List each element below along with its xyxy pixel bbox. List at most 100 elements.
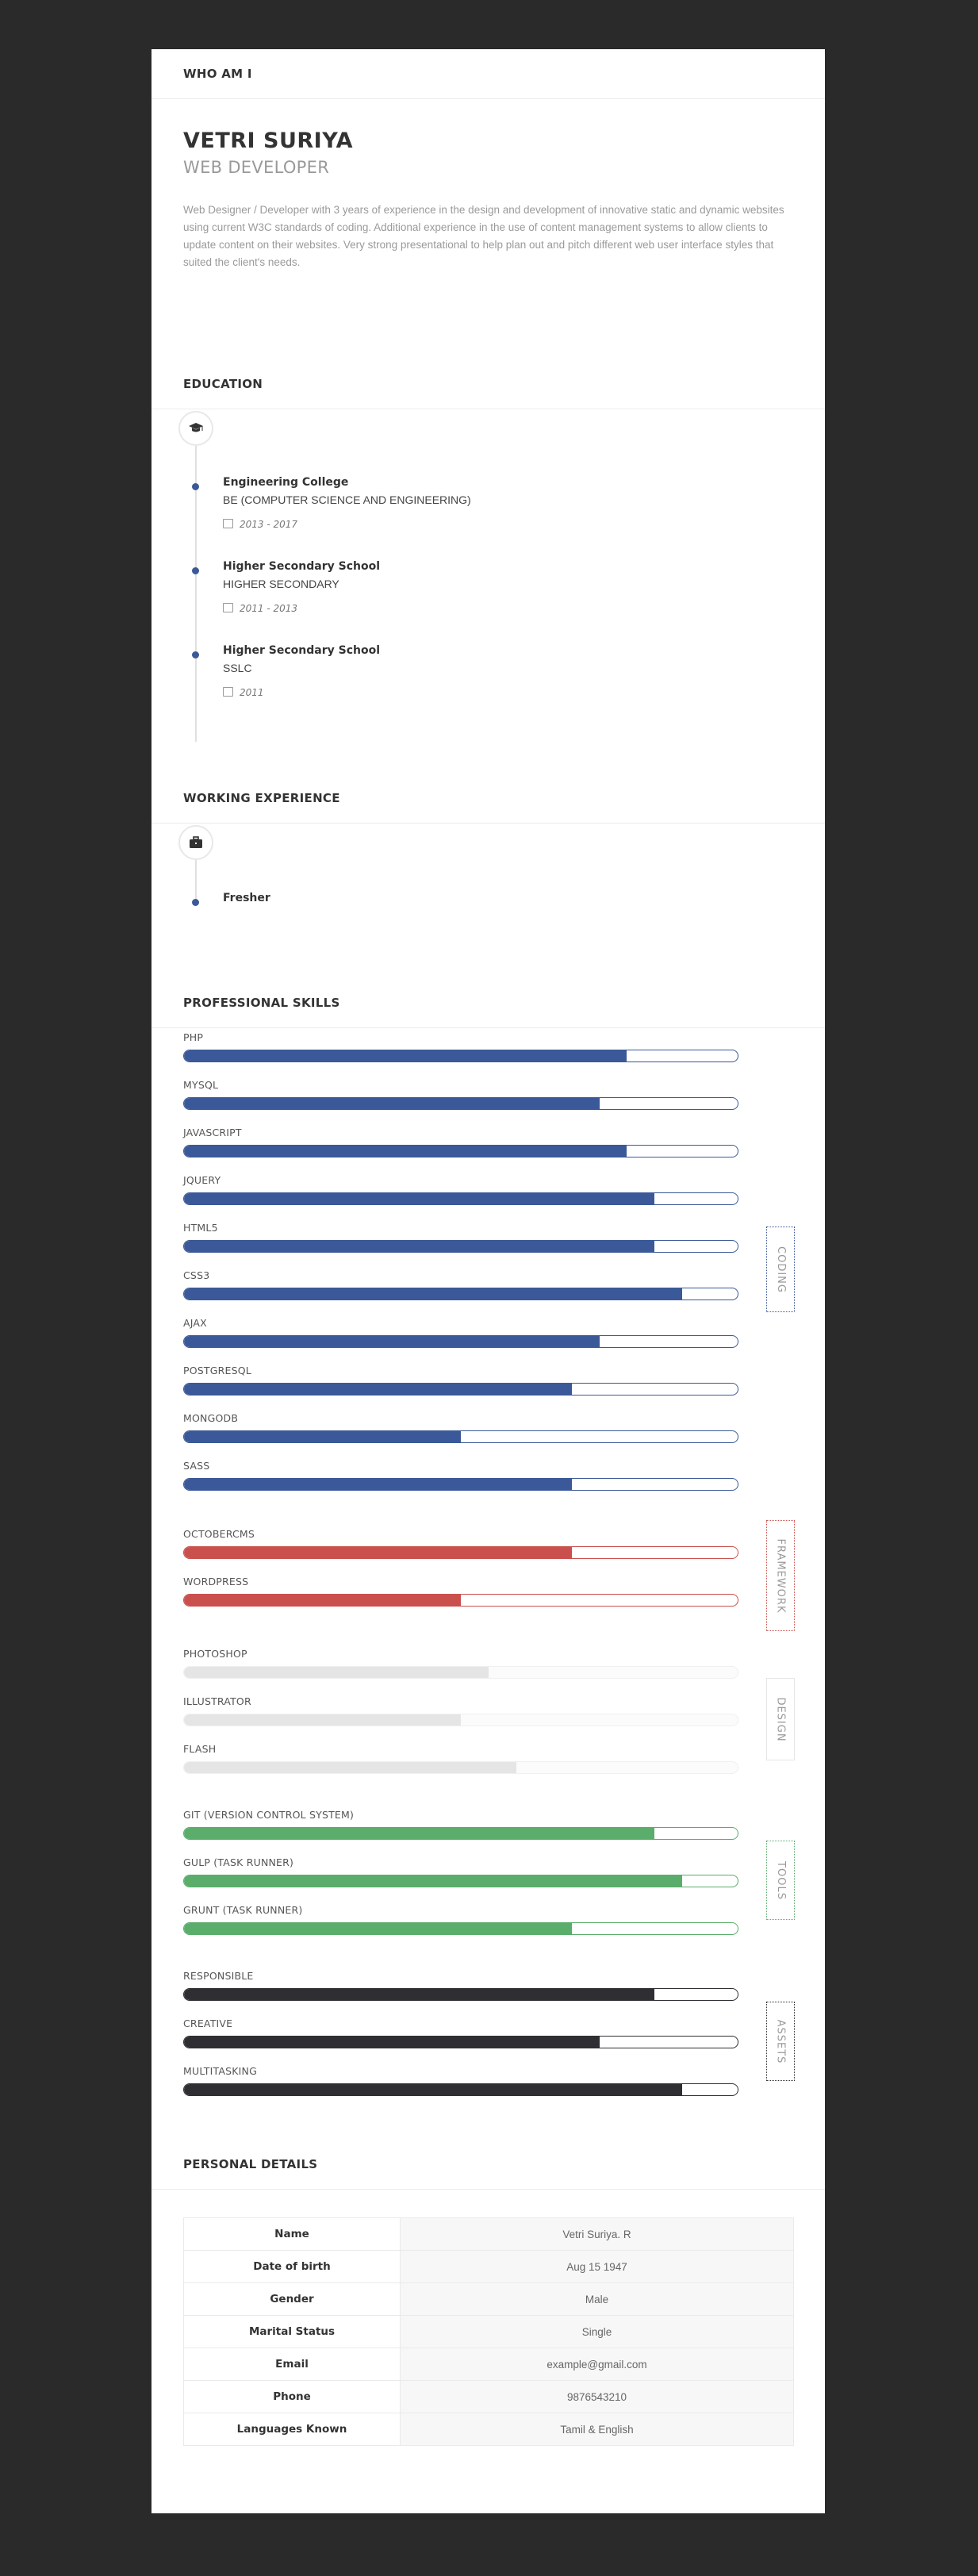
who-am-i-header: WHO AM I <box>151 49 825 99</box>
skill-row: ILLUSTRATOR <box>183 1695 738 1743</box>
calendar-icon <box>223 687 233 697</box>
skill-bar-track <box>183 1761 738 1774</box>
skill-bar-fill <box>184 1595 461 1606</box>
skill-row: MYSQL <box>183 1079 738 1127</box>
skill-label: POSTGRESQL <box>183 1365 251 1376</box>
skill-bar-fill <box>184 2084 683 2095</box>
education-date: 2011 - 2013 <box>223 603 297 614</box>
skill-bar-track <box>183 1546 738 1559</box>
skill-group-tag-assets: ASSETS <box>766 2002 795 2081</box>
timeline-dot <box>192 651 199 658</box>
skill-label: PHP <box>183 1031 204 1043</box>
personal-detail-value: Vetri Suriya. R <box>400 2217 794 2251</box>
personal-detail-value: Tamil & English <box>400 2413 794 2446</box>
skill-row: MONGODB <box>183 1412 738 1460</box>
skill-row: JQUERY <box>183 1174 738 1222</box>
education-date-text: 2013 - 2017 <box>240 519 298 530</box>
section-title-education: EDUCATION <box>183 377 263 391</box>
profile-role: WEB DEVELOPER <box>183 158 330 177</box>
personal-detail-row: Phone 9876543210 <box>183 2380 794 2413</box>
timeline-dot <box>192 899 199 906</box>
personal-detail-row: Marital Status Single <box>183 2315 794 2348</box>
skill-bar-track <box>183 1097 738 1110</box>
skill-bar-fill <box>184 1050 627 1061</box>
skill-bar-track <box>183 1145 738 1157</box>
experience-item: Fresher <box>151 892 786 916</box>
personal-detail-row: Name Vetri Suriya. R <box>183 2217 794 2251</box>
profile-name: VETRI SURIYA <box>183 129 354 153</box>
personal-detail-value: Male <box>400 2282 794 2316</box>
education-item: Higher Secondary School SSLC 2011 <box>151 644 786 708</box>
skill-label: CREATIVE <box>183 2017 233 2029</box>
skill-row: CREATIVE <box>183 2017 738 2065</box>
calendar-icon <box>223 519 233 528</box>
personal-detail-row: Email example@gmail.com <box>183 2348 794 2381</box>
skill-bar-fill <box>184 1146 627 1157</box>
skill-group-tag-label: DESIGN <box>774 1696 787 1742</box>
personal-details-table: Name Vetri Suriya. R Date of birth Aug 15 1… <box>183 2217 794 2446</box>
skill-bar-track <box>183 1430 738 1443</box>
skill-group-tag-coding: CODING <box>766 1227 795 1312</box>
skill-label: MYSQL <box>183 1079 219 1091</box>
education-timeline-badge <box>178 411 213 446</box>
skill-bar-fill <box>184 1384 572 1395</box>
education-date: 2011 <box>223 687 264 698</box>
skill-group-tag-label: TOOLS <box>774 1860 787 1900</box>
section-title-experience: WORKING EXPERIENCE <box>183 791 340 805</box>
profile-bio: Web Designer / Developer with 3 years of… <box>183 204 784 268</box>
skill-bar-track <box>183 1988 738 2001</box>
skill-bar-fill <box>184 1193 655 1204</box>
skill-bar-track <box>183 1288 738 1300</box>
skill-bar-fill <box>184 1989 655 2000</box>
section-title-skills: PROFESSIONAL SKILLS <box>183 996 340 1010</box>
section-title-personal: PERSONAL DETAILS <box>183 2157 318 2171</box>
skill-bar-track <box>183 2083 738 2096</box>
experience-timeline-badge <box>178 825 213 860</box>
education-item: Engineering College BE (COMPUTER SCIENCE … <box>151 476 786 539</box>
skill-bar-track <box>183 1240 738 1253</box>
skill-label: GIT (VERSION CONTROL SYSTEM) <box>183 1809 355 1821</box>
skill-bar-fill <box>184 1241 655 1252</box>
skill-bar-track <box>183 1478 738 1491</box>
skill-group-tag-label: FRAMEWORK <box>774 1538 787 1613</box>
skill-bar-fill <box>184 1288 683 1300</box>
skill-bar-track <box>183 1714 738 1726</box>
skill-label: CSS3 <box>183 1269 210 1281</box>
skill-row: PHOTOSHOP <box>183 1648 738 1695</box>
skill-bar-track <box>183 1383 738 1395</box>
skill-row: AJAX <box>183 1317 738 1365</box>
skill-label: OCTOBERCMS <box>183 1528 255 1540</box>
personal-detail-row: Date of birth Aug 15 1947 <box>183 2250 794 2283</box>
skill-bar-fill <box>184 1923 572 1934</box>
briefcase-icon <box>190 836 202 848</box>
personal-detail-key: Name <box>183 2217 401 2251</box>
education-timeline-line <box>195 444 197 742</box>
skill-label: MULTITASKING <box>183 2065 257 2077</box>
skill-row: GIT (VERSION CONTROL SYSTEM) <box>183 1809 738 1856</box>
section-title-who-am-i: WHO AM I <box>183 67 252 81</box>
skill-bar-track <box>183 1192 738 1205</box>
skill-bar-fill <box>184 1667 489 1678</box>
skill-row: POSTGRESQL <box>183 1365 738 1412</box>
personal-detail-key: Marital Status <box>183 2315 401 2348</box>
personal-detail-key: Email <box>183 2348 401 2381</box>
skill-row: WORDPRESS <box>183 1576 738 1623</box>
skill-bar-fill <box>184 1098 600 1109</box>
experience-header: WORKING EXPERIENCE <box>151 774 825 823</box>
education-title: Higher Secondary School <box>223 644 380 657</box>
experience-timeline-line <box>195 858 197 902</box>
skill-bar-fill <box>184 1714 461 1726</box>
skill-bar-track <box>183 1594 738 1607</box>
personal-detail-key: Phone <box>183 2380 401 2413</box>
skill-bar-fill <box>184 1547 572 1558</box>
skill-group-tag-label: ASSETS <box>774 2019 787 2063</box>
timeline-dot <box>192 483 199 490</box>
skill-bar-fill <box>184 1828 655 1839</box>
personal-detail-key: Gender <box>183 2282 401 2316</box>
skill-row: GULP (TASK RUNNER) <box>183 1856 738 1904</box>
experience-title: Fresher <box>223 892 270 904</box>
education-title: Engineering College <box>223 476 349 489</box>
skill-group-tag-tools: TOOLS <box>766 1841 795 1920</box>
skill-label: RESPONSIBLE <box>183 1970 254 1982</box>
skill-row: FLASH <box>183 1743 738 1791</box>
